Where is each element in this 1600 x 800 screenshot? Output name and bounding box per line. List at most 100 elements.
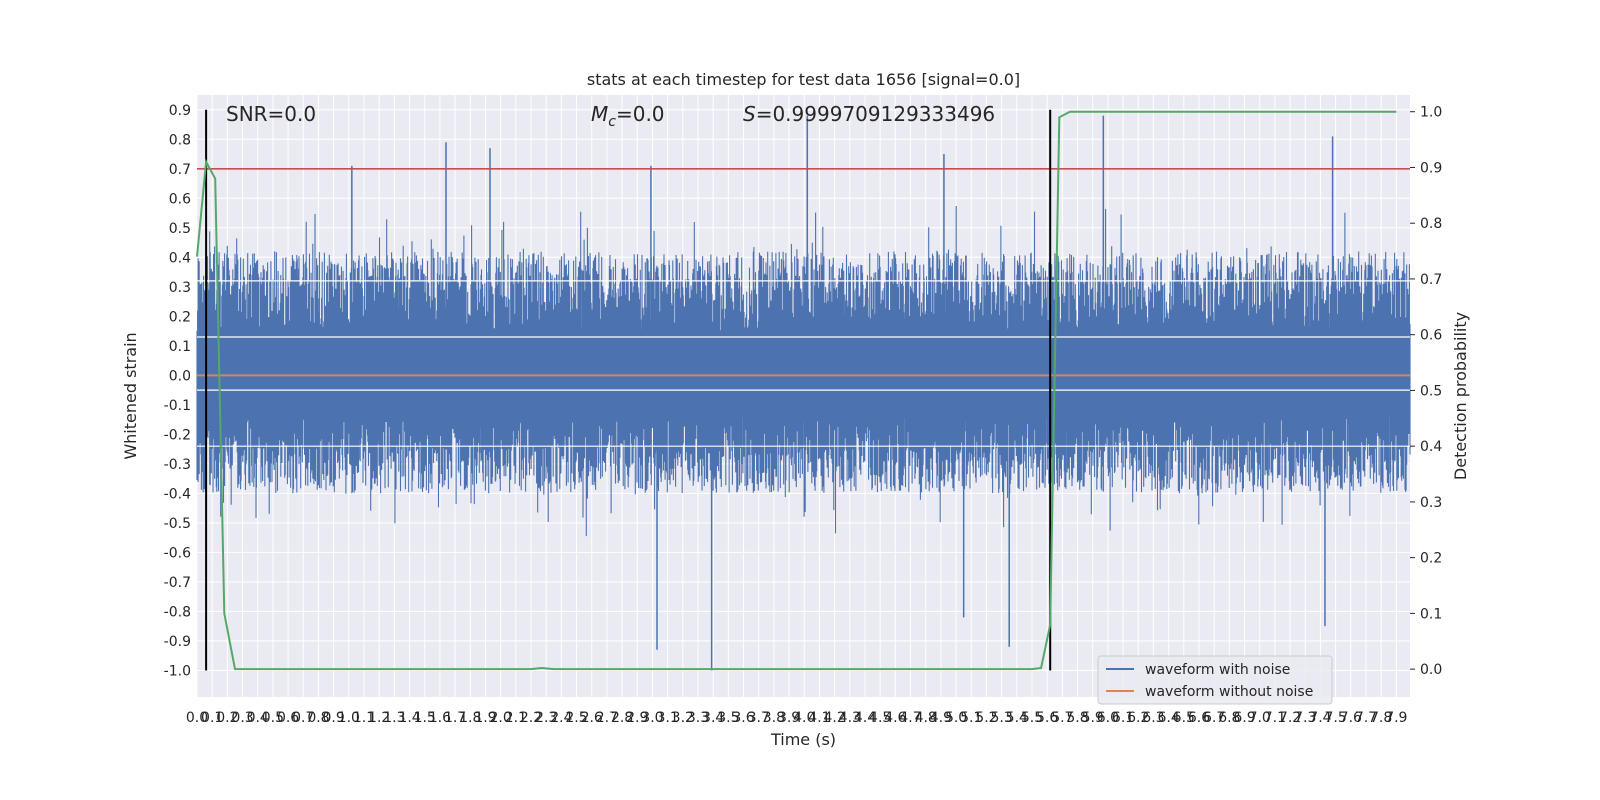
y-left-tick-label: 0.2 bbox=[169, 309, 191, 325]
y-axis-right-ticks: 1.0 0.9 0.8 0.7 0.6 0.5 0.4 0.3 0.2 0.1 0.0 bbox=[1410, 105, 1442, 678]
x-tick-label: 2.6 bbox=[581, 710, 603, 726]
y-left-tick-label: 0.3 bbox=[169, 280, 191, 296]
x-tick-label: 4.6 bbox=[884, 710, 906, 726]
x-tick-label: 0.9 bbox=[323, 710, 345, 726]
x-tick-label: 4.0 bbox=[793, 710, 815, 726]
y-right-tick-label: 0.3 bbox=[1420, 495, 1442, 511]
y-right-tick-label: 0.6 bbox=[1420, 328, 1442, 344]
x-tick-label: 1.4 bbox=[398, 710, 420, 726]
x-tick-label: 4.9 bbox=[930, 710, 952, 726]
y-left-tick-label: 0.5 bbox=[169, 221, 191, 237]
x-tick-label: 7.3 bbox=[1294, 710, 1316, 726]
x-tick-label: 0.6 bbox=[277, 710, 299, 726]
x-tick-label: 7.6 bbox=[1340, 710, 1362, 726]
x-axis-ticks: 0.00.10.20.30.40.50.60.70.80.91.01.11.21… bbox=[186, 710, 1408, 726]
x-tick-label: 3.3 bbox=[687, 710, 709, 726]
x-tick-label: 3.1 bbox=[656, 710, 678, 726]
annotation-mc: Mc=0.0 bbox=[591, 102, 665, 130]
y-left-tick-label: 0.4 bbox=[169, 250, 191, 266]
x-tick-label: 6.0 bbox=[1097, 710, 1119, 726]
x-axis-label: Time (s) bbox=[770, 730, 836, 749]
y-left-tick-label: 0.1 bbox=[169, 339, 191, 355]
x-tick-label: 0.2 bbox=[216, 710, 238, 726]
y-right-tick-label: 0.0 bbox=[1420, 662, 1442, 678]
x-tick-label: 2.1 bbox=[505, 710, 527, 726]
x-tick-label: 2.9 bbox=[626, 710, 648, 726]
x-tick-label: 5.1 bbox=[960, 710, 982, 726]
x-tick-label: 3.0 bbox=[641, 710, 663, 726]
x-tick-label: 2.5 bbox=[565, 710, 587, 726]
x-tick-label: 1.8 bbox=[459, 710, 481, 726]
x-tick-label: 2.2 bbox=[520, 710, 542, 726]
detection-probability-line bbox=[196, 110, 1397, 671]
y-axis-left-ticks: 0.9 0.8 0.7 0.6 0.5 0.4 0.3 0.2 0.1 0.0 -0.1 -0.2 -0… bbox=[164, 103, 191, 680]
legend: waveform with noise waveform without nois… bbox=[1097, 655, 1333, 705]
x-tick-label: 0.1 bbox=[201, 710, 223, 726]
y-left-tick-label: 0.7 bbox=[169, 162, 191, 178]
y-left-tick-label: 0.6 bbox=[169, 191, 191, 207]
x-tick-label: 3.6 bbox=[732, 710, 754, 726]
y-right-tick-label: 0.1 bbox=[1420, 606, 1442, 622]
x-tick-label: 1.2 bbox=[368, 710, 390, 726]
x-tick-label: 5.8 bbox=[1066, 710, 1088, 726]
y-axis-left-label: Whitened strain bbox=[121, 332, 140, 459]
x-tick-label: 4.8 bbox=[915, 710, 937, 726]
overlays bbox=[196, 109, 1410, 671]
x-tick-label: 4.2 bbox=[823, 710, 845, 726]
legend-label: waveform without noise bbox=[1145, 684, 1313, 700]
x-tick-label: 4.7 bbox=[899, 710, 921, 726]
x-tick-label: 3.8 bbox=[763, 710, 785, 726]
x-tick-label: 5.0 bbox=[945, 710, 967, 726]
y-left-tick-label: -0.8 bbox=[164, 604, 191, 620]
y-left-tick-label: -0.3 bbox=[164, 457, 191, 473]
y-right-tick-label: 0.2 bbox=[1420, 551, 1442, 567]
x-tick-label: 0.0 bbox=[186, 710, 208, 726]
y-left-tick-label: -0.9 bbox=[164, 634, 191, 650]
y-right-tick-label: 0.8 bbox=[1420, 216, 1442, 232]
x-tick-label: 7.5 bbox=[1324, 710, 1346, 726]
x-tick-label: 3.2 bbox=[672, 710, 694, 726]
x-tick-label: 0.7 bbox=[292, 710, 314, 726]
y-left-tick-label: -0.7 bbox=[164, 575, 191, 591]
y-axis-right-label: Detection probability bbox=[1451, 312, 1470, 480]
x-tick-label: 1.9 bbox=[474, 710, 496, 726]
y-left-tick-label: -0.5 bbox=[164, 516, 191, 532]
x-tick-label: 5.7 bbox=[1051, 710, 1073, 726]
x-tick-label: 6.9 bbox=[1233, 710, 1255, 726]
x-tick-label: 3.9 bbox=[778, 710, 800, 726]
x-tick-label: 4.1 bbox=[808, 710, 830, 726]
x-tick-label: 6.2 bbox=[1127, 710, 1149, 726]
chart-title: stats at each timestep for test data 165… bbox=[587, 70, 1020, 89]
x-tick-label: 6.6 bbox=[1188, 710, 1210, 726]
x-tick-label: 2.4 bbox=[550, 710, 572, 726]
annotation-snr: SNR=0.0 bbox=[226, 102, 316, 126]
x-tick-label: 5.5 bbox=[1021, 710, 1043, 726]
annotation-s: S=0.9999709129333496 bbox=[743, 102, 995, 126]
x-tick-label: 0.3 bbox=[231, 710, 253, 726]
y-left-tick-label: 0.9 bbox=[169, 103, 191, 119]
x-tick-label: 4.3 bbox=[839, 710, 861, 726]
x-tick-label: 3.7 bbox=[748, 710, 770, 726]
x-tick-label: 3.4 bbox=[702, 710, 724, 726]
legend-label: waveform with noise bbox=[1145, 662, 1290, 678]
x-tick-label: 4.4 bbox=[854, 710, 876, 726]
x-tick-label: 1.3 bbox=[383, 710, 405, 726]
y-left-tick-label: -1.0 bbox=[164, 663, 191, 679]
x-tick-label: 5.2 bbox=[975, 710, 997, 726]
x-tick-label: 6.1 bbox=[1112, 710, 1134, 726]
x-tick-label: 7.2 bbox=[1279, 710, 1301, 726]
x-tick-label: 6.5 bbox=[1173, 710, 1195, 726]
x-tick-label: 0.8 bbox=[307, 710, 329, 726]
x-tick-label: 2.0 bbox=[489, 710, 511, 726]
x-tick-label: 6.4 bbox=[1157, 710, 1179, 726]
x-tick-label: 1.7 bbox=[444, 710, 466, 726]
x-tick-label: 5.9 bbox=[1082, 710, 1104, 726]
x-tick-label: 7.8 bbox=[1370, 710, 1392, 726]
x-tick-label: 6.8 bbox=[1218, 710, 1240, 726]
y-right-tick-label: 0.4 bbox=[1420, 439, 1442, 455]
y-right-tick-label: 0.7 bbox=[1420, 272, 1442, 288]
x-tick-label: 1.0 bbox=[338, 710, 360, 726]
y-left-tick-label: -0.1 bbox=[164, 398, 191, 414]
x-tick-label: 2.7 bbox=[596, 710, 618, 726]
